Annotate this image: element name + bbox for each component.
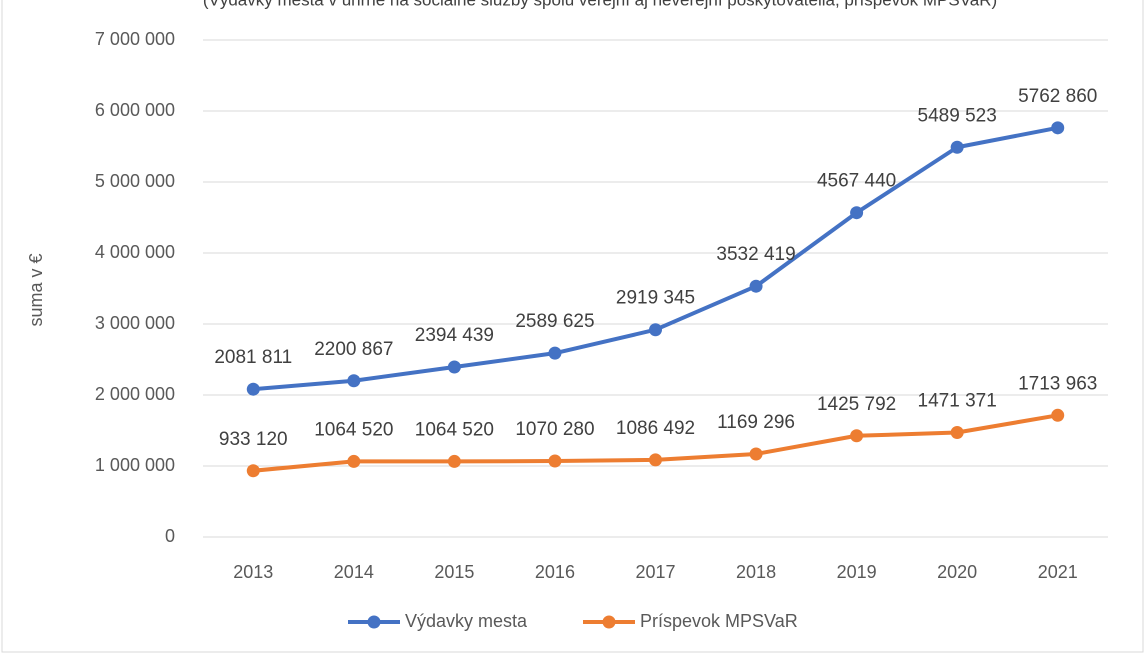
- data-point: [950, 426, 964, 440]
- data-label: 1064 520: [415, 419, 494, 440]
- y-tick-label: 0: [165, 526, 175, 546]
- x-tick-label: 2018: [736, 562, 776, 582]
- x-tick-label: 2016: [535, 562, 575, 582]
- chart-subtitle: (Výdavky mesta v úhrne na sociálne služb…: [203, 0, 997, 9]
- data-label: 2589 625: [515, 311, 594, 332]
- y-tick-label: 3 000 000: [95, 313, 175, 333]
- data-point: [347, 454, 361, 468]
- data-label: 1169 296: [717, 412, 795, 433]
- data-label: 1070 280: [515, 419, 594, 440]
- data-point: [850, 206, 864, 220]
- data-point: [1051, 121, 1065, 135]
- data-point: [649, 323, 662, 337]
- legend-marker: [367, 615, 381, 629]
- y-tick-label: 6 000 000: [95, 100, 175, 120]
- legend-marker: [602, 615, 616, 629]
- legend-label: Príspevok MPSVaR: [640, 611, 798, 631]
- data-point: [246, 464, 260, 478]
- legend-label: Výdavky mesta: [405, 611, 528, 631]
- x-tick-label: 2014: [334, 562, 374, 582]
- data-label: 1086 492: [616, 418, 695, 439]
- data-point: [548, 346, 562, 360]
- data-point: [1051, 408, 1065, 422]
- y-axis-title: suma v €: [26, 253, 46, 326]
- data-label: 2200 867: [314, 339, 393, 360]
- data-point: [246, 382, 260, 396]
- x-tick-label: 2021: [1038, 562, 1078, 582]
- x-tick-label: 2017: [635, 562, 675, 582]
- data-point: [749, 279, 763, 293]
- data-label: 2919 345: [616, 288, 695, 309]
- data-label: 1064 520: [314, 419, 393, 440]
- data-label: 5762 860: [1018, 86, 1097, 107]
- data-label: 2081 811: [214, 347, 292, 368]
- y-tick-label: 1 000 000: [95, 455, 175, 475]
- data-label: 1713 963: [1018, 373, 1097, 394]
- data-point: [950, 140, 964, 154]
- data-label: 5489 523: [918, 105, 997, 126]
- data-label: 1425 792: [817, 394, 896, 415]
- data-label: 933 120: [219, 429, 288, 450]
- y-tick-label: 2 000 000: [95, 384, 175, 404]
- y-tick-label: 5 000 000: [95, 171, 175, 191]
- y-tick-label: 4 000 000: [95, 242, 175, 262]
- x-tick-label: 2015: [434, 562, 474, 582]
- data-point: [749, 447, 763, 461]
- data-label: 2394 439: [415, 325, 494, 346]
- data-point: [447, 360, 461, 374]
- data-point: [649, 453, 662, 467]
- data-point: [447, 454, 461, 468]
- x-tick-label: 2019: [837, 562, 877, 582]
- x-tick-label: 2013: [233, 562, 273, 582]
- data-point: [548, 454, 562, 468]
- data-label: 3532 419: [716, 244, 795, 265]
- data-label: 1471 371: [918, 391, 997, 412]
- y-tick-label: 7 000 000: [95, 29, 175, 49]
- data-label: 4567 440: [817, 171, 896, 192]
- data-point: [347, 374, 361, 388]
- data-point: [850, 429, 864, 443]
- x-tick-label: 2020: [937, 562, 977, 582]
